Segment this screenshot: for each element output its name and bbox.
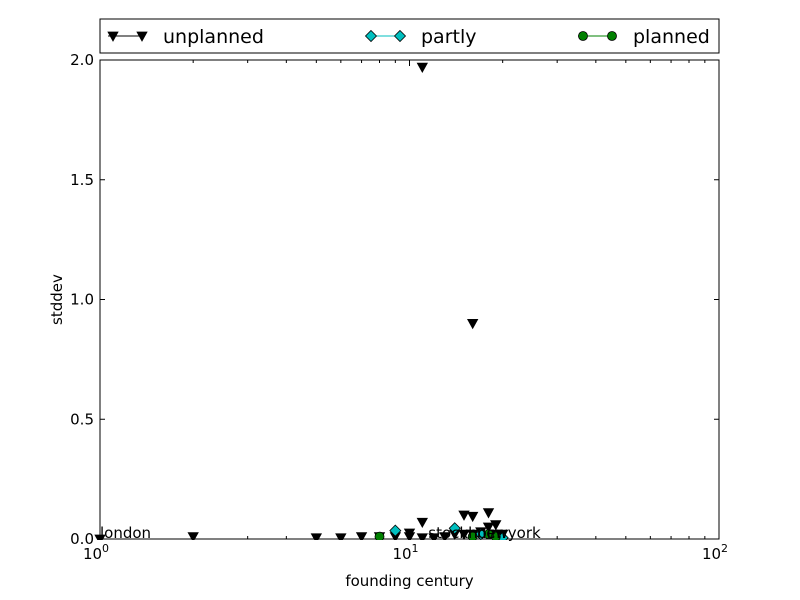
legend-item-planned: planned — [578, 26, 710, 48]
annotation-stockholm: stockholm — [428, 524, 505, 542]
unplanned-point — [416, 533, 428, 540]
x-tick-exponent: 0 — [102, 542, 109, 555]
legend-marker — [364, 29, 378, 43]
legend-marker — [393, 29, 407, 43]
legend-marker — [578, 31, 588, 41]
unplanned-point — [416, 517, 428, 529]
unplanned-point — [403, 528, 416, 539]
x-tick-exponent: 1 — [412, 542, 419, 555]
legend-marker — [136, 31, 148, 42]
partly-point — [448, 522, 461, 535]
x-tick-base: 10 — [83, 545, 102, 563]
unplanned-point — [458, 529, 470, 540]
unplanned-point — [428, 533, 440, 540]
x-tick-base: 10 — [702, 545, 721, 563]
unplanned-point — [187, 532, 199, 540]
legend-marker — [607, 31, 617, 41]
x-tick-label: 102 — [702, 542, 728, 563]
legend-item-unplanned: unplanned — [107, 26, 264, 48]
x-tick-base: 10 — [392, 545, 411, 563]
unplanned-point — [466, 319, 479, 330]
y-tick-label: 1.0 — [70, 291, 94, 309]
unplanned-point — [335, 533, 347, 540]
unplanned-point — [355, 532, 368, 540]
unplanned-point — [439, 532, 451, 540]
planned-point — [490, 531, 501, 540]
legend: unplanned partly planned — [99, 18, 720, 54]
unplanned-point — [310, 533, 323, 540]
partly-point — [389, 524, 402, 537]
planned-point — [467, 531, 478, 540]
series-planned — [374, 529, 501, 540]
y-tick-label: 0.0 — [70, 530, 94, 548]
plot-area — [99, 59, 720, 540]
annotation-london: london — [100, 524, 151, 542]
y-tick-label: 2.0 — [70, 51, 94, 69]
unplanned-point — [458, 510, 470, 521]
x-axis-label: founding century — [345, 572, 473, 590]
unplanned-point — [466, 511, 479, 523]
data-marks — [94, 62, 509, 540]
legend-marker — [107, 31, 119, 42]
annotation-newyork: newyork — [477, 524, 541, 542]
unplanned-point — [94, 534, 106, 540]
y-tick-label: 0.5 — [70, 410, 94, 428]
x-tick-label: 101 — [392, 542, 418, 563]
y-axis-label: stddev — [48, 274, 66, 325]
legend-label: planned — [633, 26, 710, 48]
y-tick-label: 1.5 — [70, 171, 94, 189]
x-tick-label: 100 — [83, 542, 109, 563]
unplanned-point — [482, 508, 495, 519]
unplanned-point — [490, 520, 502, 531]
legend-label: unplanned — [163, 26, 264, 48]
planned-point — [374, 531, 385, 540]
unplanned-point — [416, 62, 428, 74]
legend-label: partly — [421, 26, 477, 48]
unplanned-point — [482, 522, 495, 533]
x-tick-exponent: 2 — [721, 542, 728, 555]
legend-item-partly: partly — [364, 26, 477, 48]
